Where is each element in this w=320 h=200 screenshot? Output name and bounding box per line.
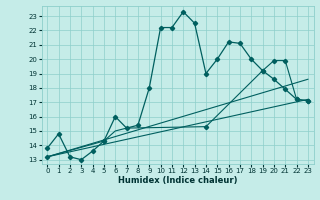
X-axis label: Humidex (Indice chaleur): Humidex (Indice chaleur): [118, 176, 237, 185]
